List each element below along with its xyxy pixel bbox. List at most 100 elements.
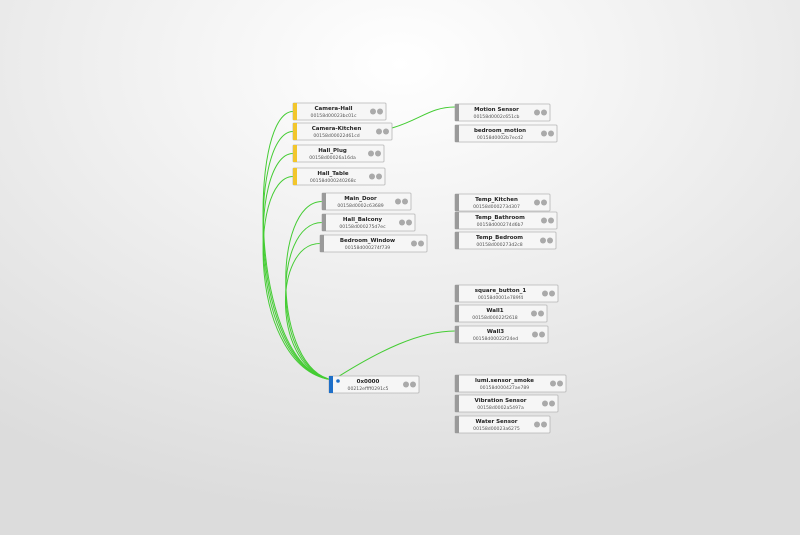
node-button[interactable]: [403, 381, 409, 388]
link: [285, 243, 334, 381]
link: [262, 131, 334, 381]
node-label: Camera-Kitchen: [312, 126, 362, 132]
node-button[interactable]: [542, 290, 548, 297]
node-label: 0x0000: [357, 379, 380, 385]
node-button[interactable]: [376, 128, 382, 135]
node-button[interactable]: [369, 173, 375, 180]
node-bar: [293, 168, 297, 185]
node-button[interactable]: [375, 150, 381, 157]
node-label: Wall3: [487, 329, 504, 335]
node-label: square_button_1: [475, 288, 527, 294]
coordinator-dot: [336, 379, 340, 383]
node-bar: [455, 375, 459, 392]
node-button[interactable]: [549, 400, 555, 407]
node-button[interactable]: [557, 380, 563, 387]
node-button[interactable]: [376, 173, 382, 180]
node-button[interactable]: [410, 381, 416, 388]
node-label: Hall_Table: [317, 171, 348, 177]
node-button[interactable]: [541, 199, 547, 206]
node-button[interactable]: [532, 331, 538, 338]
node-label: Water Sensor: [476, 419, 518, 425]
node-button[interactable]: [418, 240, 424, 247]
node-button[interactable]: [368, 150, 374, 157]
node-button[interactable]: [534, 199, 540, 206]
node-bar: [455, 395, 459, 412]
node-bar: [455, 232, 459, 249]
node-id: 00158d000273d307: [473, 204, 520, 210]
node-button[interactable]: [541, 421, 547, 428]
node-button[interactable]: [406, 219, 412, 226]
node-bar: [293, 145, 297, 162]
node-button[interactable]: [547, 237, 553, 244]
links: [262, 106, 456, 381]
node-button[interactable]: [395, 198, 401, 205]
node-id: 00158d000240268c: [310, 178, 357, 184]
node-id: 00158d0002a5497a: [477, 405, 524, 411]
node-id: 00158d0002b7ecd2: [477, 135, 523, 141]
node-button[interactable]: [549, 290, 555, 297]
node-label: Temp_Bedroom: [476, 235, 523, 241]
node-bar: [455, 194, 459, 211]
node-button[interactable]: [377, 108, 383, 115]
link: [332, 330, 456, 381]
node-button[interactable]: [540, 237, 546, 244]
node-bar: [329, 376, 333, 393]
node-label: Hall_Plug: [318, 148, 347, 154]
node-id: 00212effff0291c5: [348, 386, 389, 392]
node-button[interactable]: [411, 240, 417, 247]
node-id: 00158d000274f739: [345, 245, 391, 251]
node-button[interactable]: [548, 217, 554, 224]
node-id: 00158d00022d61cd: [313, 133, 359, 139]
node-button[interactable]: [542, 400, 548, 407]
node-button[interactable]: [370, 108, 376, 115]
node-bar: [455, 125, 459, 142]
node-button[interactable]: [548, 130, 554, 137]
node-button[interactable]: [541, 109, 547, 116]
node-bar: [455, 104, 459, 121]
node-label: Bedroom_Window: [340, 238, 395, 244]
node-button[interactable]: [402, 198, 408, 205]
node-id: 00158d00023bc01c: [311, 113, 357, 119]
node-button[interactable]: [550, 380, 556, 387]
node-button[interactable]: [541, 217, 547, 224]
node-button[interactable]: [383, 128, 389, 135]
node-button[interactable]: [531, 310, 537, 317]
node-button[interactable]: [541, 130, 547, 137]
node-button[interactable]: [538, 310, 544, 317]
node-label: Camera-Hall: [314, 106, 352, 112]
node-id: 00158d000427ae789: [480, 385, 530, 391]
node-button[interactable]: [534, 109, 540, 116]
node-id: 00158d00022f2618: [472, 315, 518, 321]
link: [262, 153, 334, 381]
node-id: 00158d00023a6275: [473, 426, 520, 432]
node-button[interactable]: [399, 219, 405, 226]
node-id: 00158d0001e789f4: [478, 295, 523, 301]
node-button[interactable]: [534, 421, 540, 428]
node-label: Temp_Bathroom: [475, 215, 525, 221]
node-bar: [293, 123, 297, 140]
node-bar: [455, 212, 459, 229]
node-button[interactable]: [539, 331, 545, 338]
